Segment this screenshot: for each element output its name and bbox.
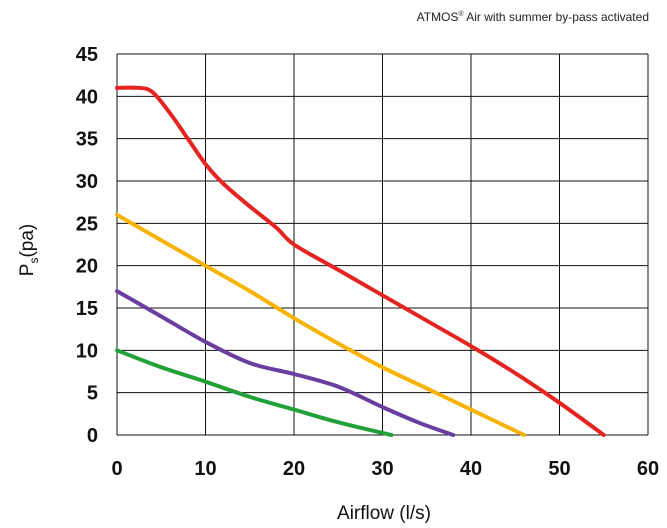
- y-tick-40: 40: [76, 86, 98, 108]
- grid: [116, 53, 649, 436]
- x-tick-40: 40: [460, 458, 482, 480]
- y-tick-25: 25: [76, 213, 98, 235]
- x-axis-title: Airflow (l/s): [337, 503, 431, 524]
- y-tick-10: 10: [76, 340, 98, 362]
- x-tick-0: 0: [111, 458, 122, 480]
- x-tick-labels: 0 10 20 30 40 50 60: [111, 458, 659, 480]
- series-lines: [115, 85, 606, 437]
- chart-note: ATMOS® Air with summer by-pass activated: [417, 10, 649, 24]
- y-tick-labels: 0 5 10 15 20 25 30 35 40 45: [76, 44, 98, 447]
- y-tick-45: 45: [76, 44, 98, 66]
- chart-note-prefix: ATMOS: [416, 10, 459, 24]
- x-tick-50: 50: [548, 458, 570, 480]
- x-tick-30: 30: [371, 458, 393, 480]
- y-tick-30: 30: [76, 171, 98, 193]
- y-tick-15: 15: [76, 298, 98, 320]
- registered-mark: ®: [458, 11, 464, 18]
- x-tick-20: 20: [283, 458, 305, 480]
- chart-note-suffix: Air with summer by-pass activated: [463, 10, 649, 24]
- series-line-3: [115, 289, 456, 437]
- y-tick-5: 5: [87, 383, 98, 405]
- y-tick-35: 35: [76, 129, 98, 151]
- y-axis-title: Ps(pa): [17, 224, 41, 276]
- series-line-4: [115, 348, 394, 437]
- y-tick-20: 20: [76, 256, 98, 278]
- y-axis-title-main: P: [17, 264, 38, 277]
- y-axis-title-sub: s: [27, 258, 41, 264]
- y-axis-title-rest: (pa): [17, 224, 38, 258]
- y-tick-0: 0: [87, 425, 98, 447]
- x-tick-10: 10: [194, 458, 216, 480]
- x-tick-60: 60: [637, 458, 659, 480]
- series-line-1: [115, 85, 606, 437]
- series-line-2: [115, 212, 527, 437]
